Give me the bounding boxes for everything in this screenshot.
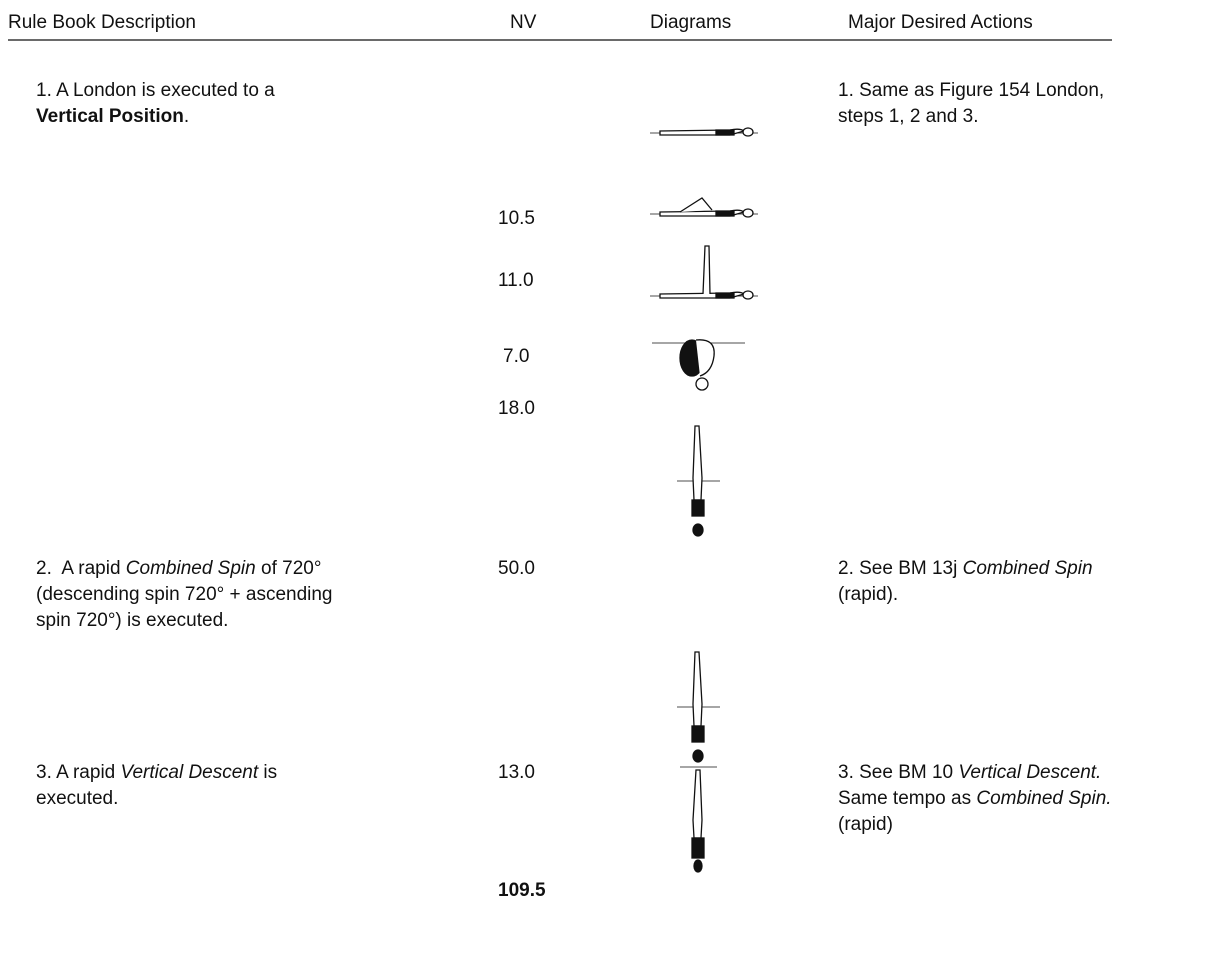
text-segment: executed. bbox=[36, 788, 119, 809]
text-line: executed. bbox=[36, 786, 277, 812]
desired-actions: 3. See BM 10 Vertical Descent. Same tempo… bbox=[838, 760, 1112, 838]
text-line: 2. See BM 13j Combined Spin bbox=[838, 556, 1093, 582]
text-line: steps 1, 2 and 3. bbox=[838, 104, 1104, 130]
text-segment: (rapid). bbox=[838, 584, 899, 605]
swimmer-figure bbox=[650, 127, 758, 137]
text-segment: is bbox=[258, 762, 278, 783]
swimmer-figure bbox=[680, 766, 717, 873]
swimmer-figure bbox=[677, 425, 720, 537]
text-segment: Vertical Descent. bbox=[958, 762, 1102, 783]
swimmer-figure bbox=[677, 651, 720, 763]
text-segment: 3. A rapid bbox=[36, 762, 121, 783]
nv-value: 10.5 bbox=[498, 208, 535, 229]
nv-value: 50.0 bbox=[498, 558, 535, 579]
text-line: Vertical Position. bbox=[36, 104, 275, 130]
nv-value: 11.0 bbox=[498, 270, 534, 291]
text-line: 3. See BM 10 Vertical Descent. bbox=[838, 760, 1112, 786]
text-line: 3. A rapid Vertical Descent is bbox=[36, 760, 277, 786]
text-line: 1. A London is executed to a bbox=[36, 78, 275, 104]
text-segment: steps 1, 2 and 3. bbox=[838, 106, 979, 127]
text-segment: Same tempo as bbox=[838, 788, 977, 809]
swimmer-figure bbox=[650, 245, 758, 300]
swimmer-figure bbox=[652, 339, 745, 391]
swimmer-figure bbox=[650, 197, 758, 218]
text-segment: Vertical Position bbox=[36, 106, 184, 127]
text-segment: . bbox=[183, 106, 190, 127]
total: 109.5 bbox=[498, 880, 546, 901]
text-segment: of 720° bbox=[255, 558, 322, 579]
text-line: (rapid) bbox=[838, 812, 1112, 838]
text-line: spin 720°) is executed. bbox=[36, 608, 333, 634]
text-line: Same tempo as Combined Spin. bbox=[838, 786, 1112, 812]
text-segment: spin 720°) is executed. bbox=[36, 610, 229, 631]
description: 1. A London is executed to a Vertical Pos… bbox=[36, 78, 275, 130]
header-cell: Major Desired Actions bbox=[848, 12, 1033, 33]
text-segment: Vertical Descent bbox=[120, 762, 259, 783]
text-segment: 1. Same as Figure 154 London, bbox=[838, 80, 1105, 101]
desired-actions: 2. See BM 13j Combined Spin (rapid). bbox=[838, 556, 1093, 608]
header-cell: Diagrams bbox=[650, 12, 732, 33]
header-cell: Rule Book Description bbox=[8, 12, 196, 33]
description: 2. A rapid Combined Spin of 720° (descend… bbox=[36, 556, 333, 634]
text-segment: 2. A rapid bbox=[36, 558, 126, 579]
nv-value: 7.0 bbox=[503, 346, 530, 367]
text-segment: Combined Spin. bbox=[976, 788, 1112, 809]
text-line: (descending spin 720° + ascending bbox=[36, 582, 333, 608]
text-segment: Combined Spin bbox=[962, 558, 1093, 579]
text-line: 1. Same as Figure 154 London, bbox=[838, 78, 1104, 104]
nv-value: 13.0 bbox=[498, 762, 535, 783]
text-segment: 3. See BM 10 bbox=[838, 762, 959, 783]
desired-actions: 1. Same as Figure 154 London, steps 1, 2 … bbox=[838, 78, 1104, 130]
description: 3. A rapid Vertical Descent is executed. bbox=[36, 760, 277, 812]
header-cell: NV bbox=[510, 12, 537, 33]
text-segment: 1. A London is executed to a bbox=[36, 80, 275, 101]
text-segment: (descending spin 720° + ascending bbox=[36, 584, 333, 605]
text-segment: 2. See BM 13j bbox=[838, 558, 963, 579]
text-line: 2. A rapid Combined Spin of 720° bbox=[36, 556, 333, 582]
text-segment: (rapid) bbox=[838, 814, 893, 835]
text-segment: Combined Spin bbox=[125, 558, 256, 579]
text-line: (rapid). bbox=[838, 582, 1093, 608]
nv-value: 18.0 bbox=[498, 398, 535, 419]
